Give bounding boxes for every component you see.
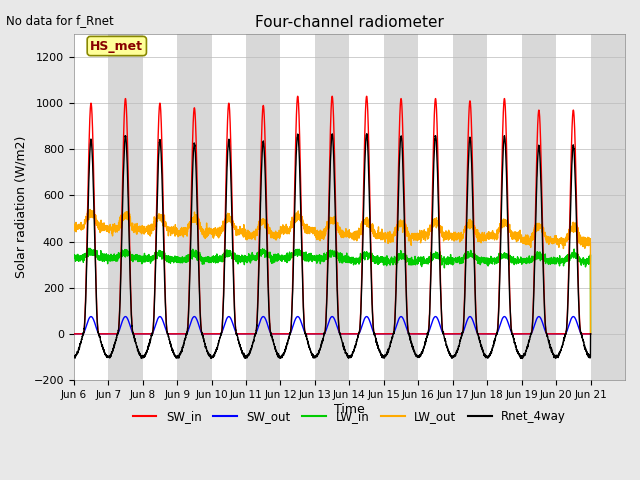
Bar: [487, 34, 522, 380]
Bar: [419, 34, 452, 380]
Text: HS_met: HS_met: [90, 39, 143, 52]
Bar: [246, 34, 280, 380]
Bar: [212, 34, 246, 380]
Bar: [591, 34, 625, 380]
Bar: [556, 34, 591, 380]
Bar: [280, 34, 315, 380]
Bar: [108, 34, 143, 380]
Bar: [74, 34, 108, 380]
X-axis label: Time: Time: [334, 403, 365, 416]
Bar: [522, 34, 556, 380]
Bar: [452, 34, 487, 380]
Title: Four-channel radiometer: Four-channel radiometer: [255, 15, 444, 30]
Y-axis label: Solar radiation (W/m2): Solar radiation (W/m2): [15, 136, 28, 278]
Bar: [177, 34, 212, 380]
Text: No data for f_Rnet: No data for f_Rnet: [6, 14, 114, 27]
Legend: SW_in, SW_out, LW_in, LW_out, Rnet_4way: SW_in, SW_out, LW_in, LW_out, Rnet_4way: [128, 405, 571, 428]
Bar: [143, 34, 177, 380]
Bar: [625, 34, 640, 380]
Bar: [315, 34, 349, 380]
Bar: [384, 34, 419, 380]
Bar: [349, 34, 384, 380]
